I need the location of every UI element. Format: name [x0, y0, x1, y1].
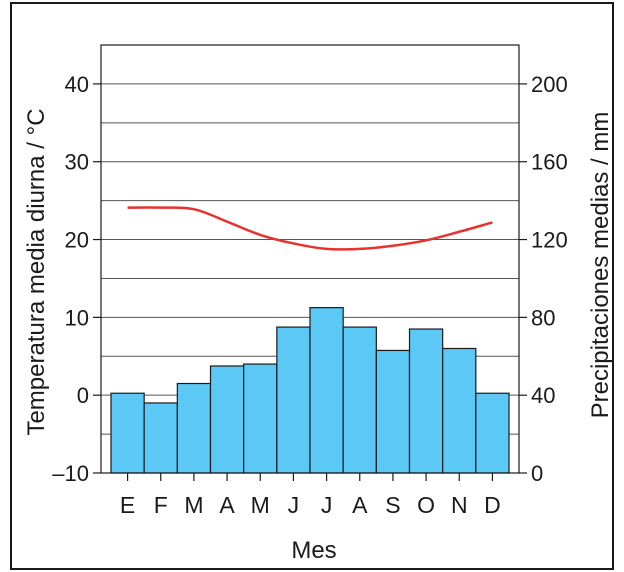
right-tick-label: 40 [531, 383, 555, 408]
precip-bar [276, 326, 311, 474]
precip-bar [176, 382, 212, 474]
precip-bar [309, 307, 344, 474]
right-axis-ticks: 0 40 80 120 160 200 [519, 72, 568, 486]
x-tick-label: M [184, 492, 203, 518]
left-tick-label: 30 [65, 150, 89, 175]
x-tick-label: D [484, 492, 501, 518]
left-axis-ticks: –10 0 10 20 30 40 [52, 72, 101, 486]
plot-border [100, 44, 520, 474]
left-tick-label: 40 [65, 72, 89, 97]
figure-frame [10, 2, 614, 570]
precip-bar [143, 402, 178, 474]
x-tick-label: O [417, 492, 435, 518]
y-axis-left-label: Temperatura media diurna / °C [23, 108, 50, 435]
x-tick-label: E [120, 492, 135, 518]
left-tick-label: 10 [65, 305, 89, 330]
precipitation-bars [110, 307, 510, 474]
x-tick-label: A [352, 492, 368, 518]
x-tick-label: S [385, 492, 400, 518]
right-tick-label: 160 [531, 150, 568, 175]
x-tick-label: J [288, 492, 300, 518]
precip-bar [375, 349, 411, 474]
x-tick-label: J [321, 492, 333, 518]
left-tick-label: –10 [52, 461, 89, 486]
right-tick-label: 120 [531, 228, 568, 253]
right-tick-label: 200 [531, 72, 568, 97]
x-tick-label: M [251, 492, 270, 518]
x-axis-label: Mes [291, 537, 336, 564]
precip-bar [110, 392, 145, 474]
left-tick-label: 20 [65, 228, 89, 253]
x-tick-label: F [154, 492, 168, 518]
left-tick-label: 0 [77, 383, 89, 408]
precip-bar [342, 326, 377, 474]
precip-bar [209, 365, 245, 474]
y-axis-right-label: Precipitaciones medias / mm [587, 112, 614, 419]
temperature-line [127, 206, 493, 251]
right-tick-label: 0 [531, 461, 543, 486]
x-tick-label: A [219, 492, 235, 518]
precip-bar [243, 363, 278, 474]
precip-bar [475, 392, 510, 474]
x-tick-label: N [451, 492, 468, 518]
right-tick-label: 80 [531, 305, 555, 330]
precip-bar [442, 347, 477, 474]
precip-bar [408, 328, 444, 474]
